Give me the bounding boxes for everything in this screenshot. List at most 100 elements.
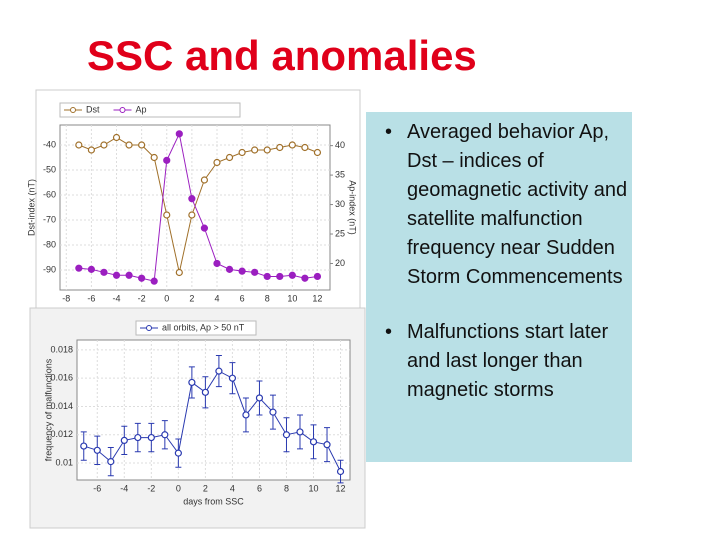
data-point [323,441,331,449]
x-tick-label: 4 [230,483,235,493]
data-point [251,268,259,276]
bullet: Averaged behavior Ap, Dst – indices of g… [382,118,632,292]
data-point [175,130,183,138]
data-point [161,431,169,439]
data-point [263,272,271,281]
data-point [296,428,304,436]
slide-title: SSC and anomalies [87,32,477,79]
y2-tick-label: 40 [335,140,345,150]
legend-label: Ap [136,104,147,114]
data-point [313,148,322,157]
legend-box [135,320,257,336]
data-point [263,146,271,154]
data-point [225,153,234,162]
y-axis-label: Dst-index (nT) [26,179,36,236]
data-point [282,431,291,439]
legend-label: Dst [86,104,100,114]
data-point [238,148,246,157]
data-point [215,367,223,375]
data-point [163,156,171,164]
data-point [125,271,133,279]
x-tick-label: 0 [176,483,181,493]
data-point [75,264,83,272]
y-tick-label: 0.014 [50,401,73,411]
data-point [112,133,121,142]
data-point [163,211,171,219]
x-tick-label: 12 [312,293,322,303]
x-tick-label: 4 [214,293,219,303]
data-point [288,141,296,149]
data-point [100,141,108,149]
data-point [213,259,221,268]
y2-tick-label: 25 [335,228,345,238]
data-point [175,268,183,277]
legend-marker [70,107,76,113]
x-tick-label: 8 [265,293,270,303]
y-axis-label: frequency of malfunctions [43,358,53,461]
y-tick-label: 0.018 [50,344,73,354]
data-point [228,374,237,382]
data-point [251,146,259,154]
data-point [93,446,101,454]
y2-axis-label: Ap-index (nT) [348,180,358,235]
y-tick-label: -40 [43,139,56,149]
x-tick-label: 10 [287,293,297,303]
x-tick-label: 12 [336,483,346,493]
legend-marker [146,325,152,331]
data-point [188,195,196,203]
data-point [313,272,322,281]
y-tick-label: -70 [43,214,56,224]
y-tick-label: -50 [43,164,56,174]
data-point [238,267,246,275]
x-tick-label: -4 [120,483,128,493]
x-tick-label: 8 [284,483,289,493]
bullet: Malfunctions start later and last longer… [382,318,632,405]
x-tick-label: -8 [62,293,70,303]
data-point [309,438,318,446]
legend-marker [119,107,126,113]
x-tick-label: 0 [164,293,169,303]
data-point [276,143,284,152]
data-point [174,449,182,457]
data-point [75,141,83,149]
x-tick-label: -2 [147,483,155,493]
data-point [87,146,95,154]
x-tick-label: -4 [113,293,121,303]
data-point [100,268,108,276]
y2-tick-label: 20 [335,258,345,268]
data-point [200,224,209,232]
data-point [120,436,128,445]
data-point [213,158,221,167]
y-tick-label: -80 [43,239,56,249]
x-tick-label: -6 [87,293,95,303]
data-point [134,433,142,442]
data-point [80,442,88,450]
x-axis-label: days from SSC [183,496,244,506]
data-point [107,458,115,466]
x-tick-label: -6 [93,483,101,493]
data-point [336,467,345,476]
data-point [87,265,95,273]
x-tick-label: 2 [203,483,208,493]
legend-label: all orbits, Ap > 50 nT [162,322,245,332]
legend-box [59,102,241,118]
y-tick-label: 0.016 [50,373,73,383]
data-point [301,143,309,152]
y2-tick-label: 35 [335,169,345,179]
y2-tick-label: 30 [335,199,345,209]
data-point [150,153,158,162]
data-point [150,277,158,285]
plot-area [76,339,351,481]
x-tick-label: -2 [138,293,146,303]
data-point [255,394,264,402]
x-tick-label: 10 [309,483,319,493]
data-point [276,272,284,281]
x-tick-label: 6 [257,483,262,493]
data-point [201,388,209,396]
data-point [188,378,196,387]
y-tick-label: 0.012 [50,429,73,439]
bullet-list: Averaged behavior Ap, Dst – indices of g… [382,118,632,431]
x-tick-label: 6 [240,293,245,303]
